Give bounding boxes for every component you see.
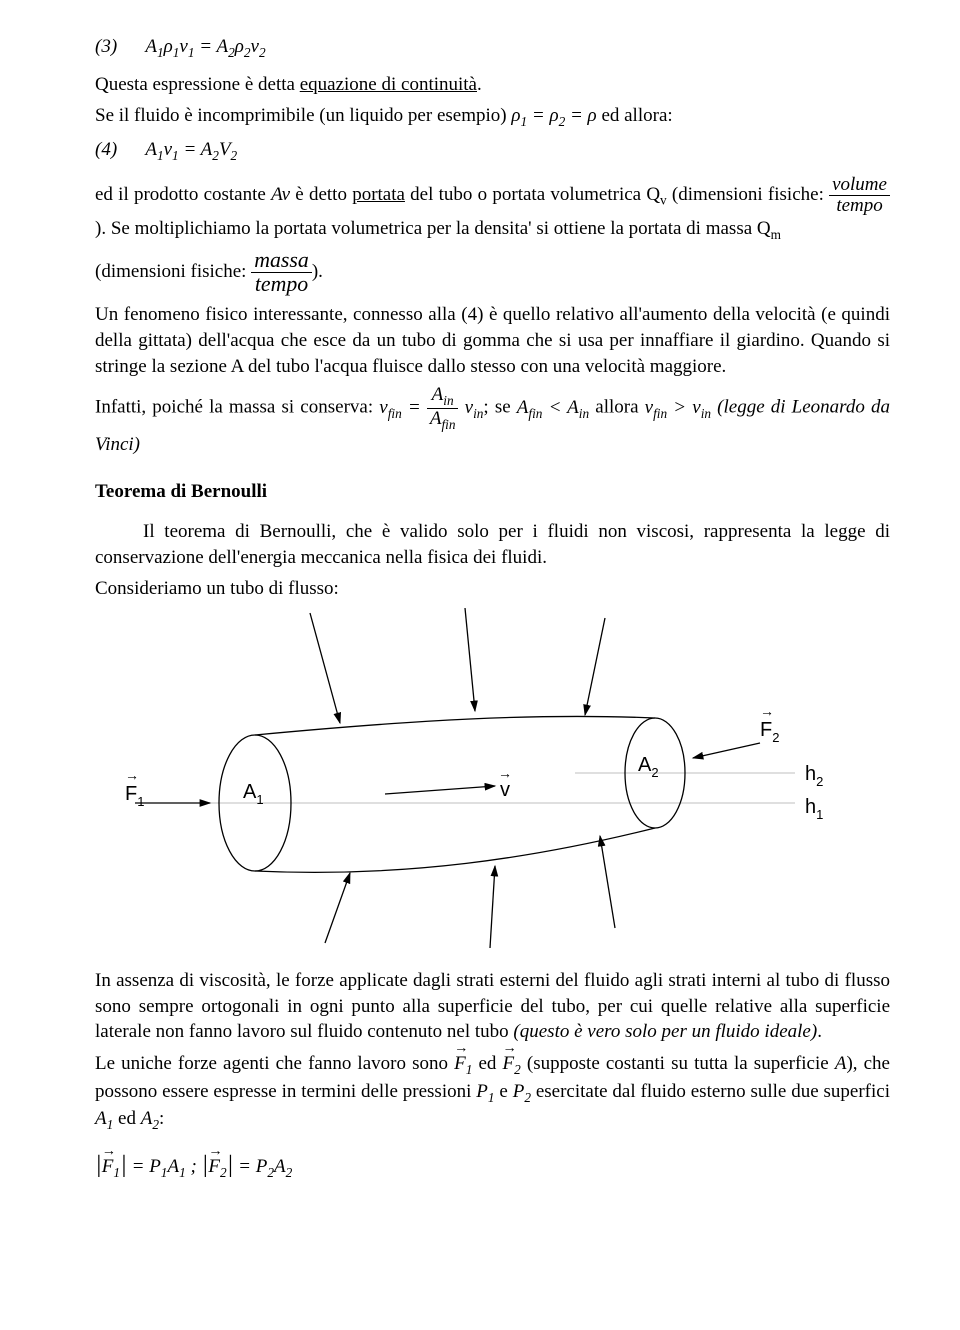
underlined-term: portata — [352, 184, 405, 205]
text: Se il fluido è incomprimibile (un liquid… — [95, 105, 511, 126]
symbol-A2: A2 — [141, 1108, 159, 1129]
tube-outline — [219, 716, 685, 872]
numerator: Ain — [427, 385, 459, 409]
text: Infatti, poiché la massa si conserva: — [95, 397, 379, 418]
label-A2: A2 — [638, 754, 659, 780]
eq3-body: A1ρ1v1 = A2ρ2v2 — [145, 36, 265, 57]
eq3-label: (3) — [95, 36, 117, 57]
symbol-A: A — [835, 1053, 847, 1074]
equation-4: (4) A1v1 = A2V2 — [95, 137, 890, 165]
heading-bernoulli: Teorema di Bernoulli — [95, 479, 890, 505]
text: ed il prodotto costante — [95, 184, 271, 205]
paragraph-no-viscosity: In assenza di viscosità, le forze applic… — [95, 968, 890, 1045]
numerator: massa — [251, 249, 312, 273]
text: ). Se moltiplichiamo la portata volumetr… — [95, 218, 771, 239]
vin-term: vin — [458, 397, 483, 418]
vector-F2: F — [503, 1051, 515, 1077]
paragraph-consider-tube: Consideriamo un tubo di flusso: — [95, 576, 890, 602]
text: (dimensioni fisiche: — [95, 261, 251, 282]
underlined-term: equazione di continuità — [300, 74, 477, 95]
text: . — [817, 1021, 822, 1042]
label-h1: h1 — [805, 796, 823, 822]
text: Il teorema di Bernoulli, che è valido so… — [95, 521, 890, 568]
text: allora — [589, 397, 645, 418]
text: Un fenomeno fisico interessante, conness… — [95, 304, 890, 376]
text: è detto — [290, 184, 352, 205]
label-F1: F1 — [125, 783, 144, 809]
label-v: v — [500, 779, 510, 801]
text: ed allora: — [597, 105, 673, 126]
text: ). — [312, 261, 323, 282]
text: del tubo o portata volumetrica Q — [405, 184, 660, 205]
paragraph-portata: ed il prodotto costante Av è detto porta… — [95, 175, 890, 244]
rho-equality: ρ1 = ρ2 = ρ — [511, 105, 596, 126]
denominator: Afin — [427, 409, 459, 432]
symbol-Av: Av — [271, 184, 290, 205]
text: esercitate dal fluido esterno sulle due … — [531, 1081, 890, 1102]
paragraph-bernoulli-intro: Il teorema di Bernoulli, che è valido so… — [95, 519, 890, 570]
text: Le uniche forze agenti che fanno lavoro … — [95, 1053, 454, 1074]
text: e — [495, 1081, 513, 1102]
fraction-volume-tempo: volumetempo — [829, 175, 890, 216]
sub: 2 — [514, 1062, 521, 1077]
paragraph-massa-tempo: (dimensioni fisiche: massatempo). — [95, 249, 890, 296]
text: (supposte costanti su tutta la superfici… — [521, 1053, 835, 1074]
diagram-labels: F1 → A1 v → A2 F2 → h2 h1 — [125, 703, 823, 822]
f2-arrow — [693, 743, 760, 758]
arrow-over-v: → — [498, 765, 512, 781]
paragraph-leonardo: Infatti, poiché la massa si conserva: vf… — [95, 385, 890, 457]
eq-vfin: vfin = — [379, 397, 427, 418]
external-force-arrows — [310, 608, 615, 948]
paragraph-forces-work: Le uniche forze agenti che fanno lavoro … — [95, 1051, 890, 1134]
text: (dimensioni fisiche: — [667, 184, 829, 205]
vector-F1: F — [454, 1051, 466, 1077]
label-F2: F2 — [760, 719, 779, 745]
italic-note: (questo è vero solo per un fluido ideale… — [513, 1021, 817, 1042]
v-arrow — [385, 786, 495, 794]
fraction-massa-tempo: massatempo — [251, 249, 312, 296]
inequality-v: vfin > vin — [645, 397, 711, 418]
eq4-label: (4) — [95, 139, 117, 160]
denominator: tempo — [829, 196, 890, 216]
symbol-A1: A1 — [95, 1108, 113, 1129]
arrow-over-F2: → — [760, 703, 774, 719]
denominator: tempo — [251, 273, 312, 296]
eq4-body: A1v1 = A2V2 — [145, 139, 237, 160]
paragraph-incompressible: Se il fluido è incomprimibile (un liquid… — [95, 103, 890, 131]
inequality-A: Afin < Ain — [517, 397, 589, 418]
label-h2: h2 — [805, 763, 823, 789]
numerator: volume — [829, 175, 890, 196]
arrow-over-F1: → — [125, 767, 139, 783]
page: (3) A1ρ1v1 = A2ρ2v2 Questa espressione è… — [0, 0, 960, 1232]
text: ; se — [483, 397, 516, 418]
text: . — [477, 74, 482, 95]
flow-tube-diagram: F1 → A1 v → A2 F2 → h2 h1 — [95, 608, 875, 948]
text: ed — [113, 1108, 140, 1129]
text: : — [159, 1108, 164, 1129]
text: ed — [472, 1053, 502, 1074]
equation-F-PA: |F1| = P1A1 ; |F2| = P2A2 — [95, 1148, 890, 1182]
paragraph-continuity: Questa espressione è detta equazione di … — [95, 72, 890, 98]
symbol-P2: P2 — [513, 1081, 531, 1102]
text: Questa espressione è detta — [95, 74, 300, 95]
fraction-Ain-Afin: AinAfin — [427, 385, 459, 432]
equation-3: (3) A1ρ1v1 = A2ρ2v2 — [95, 34, 890, 62]
paragraph-phenomenon: Un fenomeno fisico interessante, conness… — [95, 302, 890, 379]
symbol-P1: P1 — [476, 1081, 494, 1102]
